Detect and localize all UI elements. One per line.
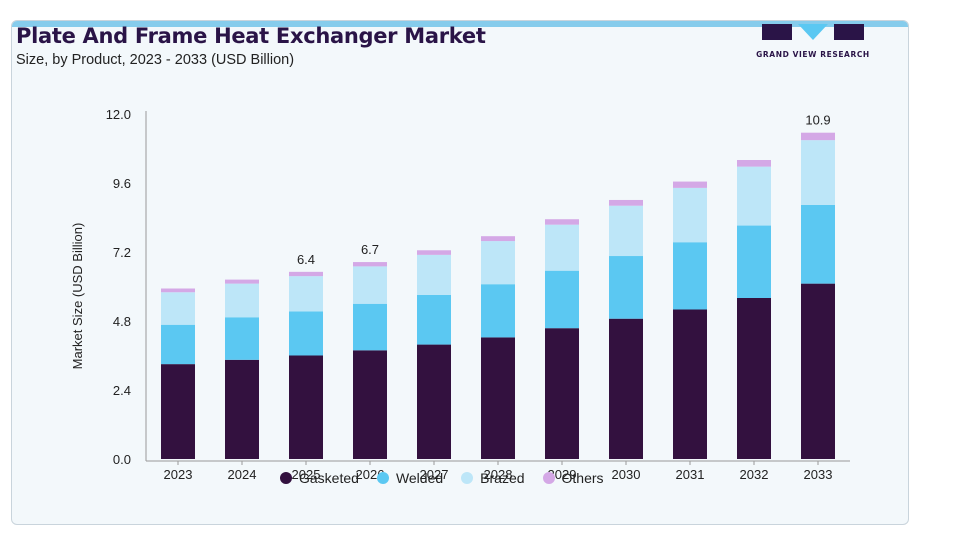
bar-segment-welded — [673, 242, 707, 310]
x-tick-label: 2032 — [740, 467, 769, 482]
bar-segment-gasketed — [161, 364, 195, 459]
bar-segment-others — [289, 271, 323, 277]
bar-segment-gasketed — [417, 344, 451, 459]
y-tick-label: 4.8 — [113, 314, 131, 329]
legend-swatch — [542, 472, 555, 484]
legend-item-welded: Welded — [376, 470, 444, 486]
legend-item-others: Others — [542, 470, 604, 486]
bar-segment-others — [673, 181, 707, 188]
y-tick-label: 2.4 — [113, 383, 131, 398]
bar-segment-welded — [609, 256, 643, 319]
bar-segment-welded — [161, 324, 195, 365]
x-tick-label: 2033 — [804, 467, 833, 482]
chart-title: Plate And Frame Heat Exchanger Market — [16, 24, 486, 48]
y-axis-ticks: 0.0 2.4 4.8 7.2 9.6 12.0 — [106, 107, 131, 467]
data-labels: 6.4 6.7 10.9 — [297, 113, 831, 267]
data-label: 6.7 — [361, 242, 379, 257]
bar-segment-others — [225, 279, 259, 284]
bar-segment-others — [737, 160, 771, 167]
x-tick-label: 2027 — [420, 467, 449, 482]
legend-label: Welded — [395, 470, 444, 486]
bar-segment-others — [417, 250, 451, 255]
bar-segment-brazed — [801, 140, 835, 205]
legend-label: Others — [561, 470, 604, 486]
logo-text: GRAND VIEW RESEARCH — [756, 50, 870, 59]
bar-segment-brazed — [545, 224, 579, 271]
bar-segment-welded — [545, 270, 579, 329]
bar-segment-brazed — [289, 276, 323, 312]
bar-segment-brazed — [353, 266, 387, 304]
bar-segment-gasketed — [481, 337, 515, 459]
x-tick-label: 2028 — [484, 467, 513, 482]
x-tick-label: 2024 — [228, 467, 257, 482]
y-tick-label: 9.6 — [113, 176, 131, 191]
bar-segment-welded — [737, 225, 771, 298]
bar-segment-gasketed — [225, 359, 259, 459]
data-label: 6.4 — [297, 252, 315, 267]
bar-segment-others — [481, 236, 515, 242]
bar-segment-gasketed — [737, 298, 771, 459]
x-tick-label: 2030 — [612, 467, 641, 482]
bar-segment-gasketed — [353, 350, 387, 459]
bar-segment-brazed — [417, 254, 451, 295]
y-tick-label: 0.0 — [113, 452, 131, 467]
data-label: 10.9 — [805, 113, 830, 128]
bar-segment-brazed — [737, 166, 771, 226]
y-axis-label: Market Size (USD Billion) — [70, 223, 85, 370]
legend-label: Gasketed — [299, 470, 359, 486]
logo-triangle — [798, 24, 828, 40]
x-tick-label: 2023 — [164, 467, 193, 482]
bar-segment-welded — [289, 311, 323, 356]
bar-segment-welded — [801, 204, 835, 284]
bar-segment-welded — [481, 284, 515, 338]
bar-segment-gasketed — [545, 328, 579, 459]
y-tick-label: 7.2 — [113, 245, 131, 260]
bar-segment-welded — [417, 294, 451, 345]
bar-segment-others — [545, 219, 579, 225]
bar-segment-gasketed — [609, 318, 643, 459]
bar-segment-gasketed — [289, 355, 323, 459]
bars — [161, 132, 835, 459]
bar-segment-others — [161, 288, 195, 293]
legend-item-brazed: Brazed — [461, 470, 525, 486]
legend-item-gasketed: Gasketed — [280, 470, 359, 486]
bar-segment-gasketed — [801, 283, 835, 459]
legend-label: Brazed — [480, 470, 525, 486]
legend-swatch — [461, 472, 474, 484]
bar-segment-brazed — [673, 187, 707, 243]
x-tick-label: 2029 — [548, 467, 577, 482]
chart-subtitle: Size, by Product, 2023 - 2033 (USD Billi… — [16, 52, 295, 68]
bar-segment-brazed — [609, 205, 643, 257]
bar-segment-brazed — [161, 292, 195, 325]
logo-block-left — [762, 24, 792, 40]
logo-block-right — [834, 24, 864, 40]
bar-segment-brazed — [481, 241, 515, 285]
bar-segment-others — [353, 262, 387, 267]
x-tick-label: 2031 — [676, 467, 705, 482]
bar-segment-others — [801, 132, 835, 141]
y-tick-label: 12.0 — [106, 107, 131, 122]
bar-segment-gasketed — [673, 309, 707, 459]
legend-swatch — [280, 472, 292, 484]
chart-legend: Gasketed Welded Brazed Others — [280, 470, 604, 486]
bar-segment-welded — [353, 303, 387, 351]
x-tick-label: 2025 — [292, 467, 321, 482]
bar-segment-welded — [225, 317, 259, 360]
legend-swatch — [376, 472, 389, 484]
bar-segment-brazed — [225, 283, 259, 318]
bar-segment-others — [609, 199, 643, 206]
card-top-bar — [12, 21, 908, 27]
grand-view-research-logo — [762, 24, 864, 40]
